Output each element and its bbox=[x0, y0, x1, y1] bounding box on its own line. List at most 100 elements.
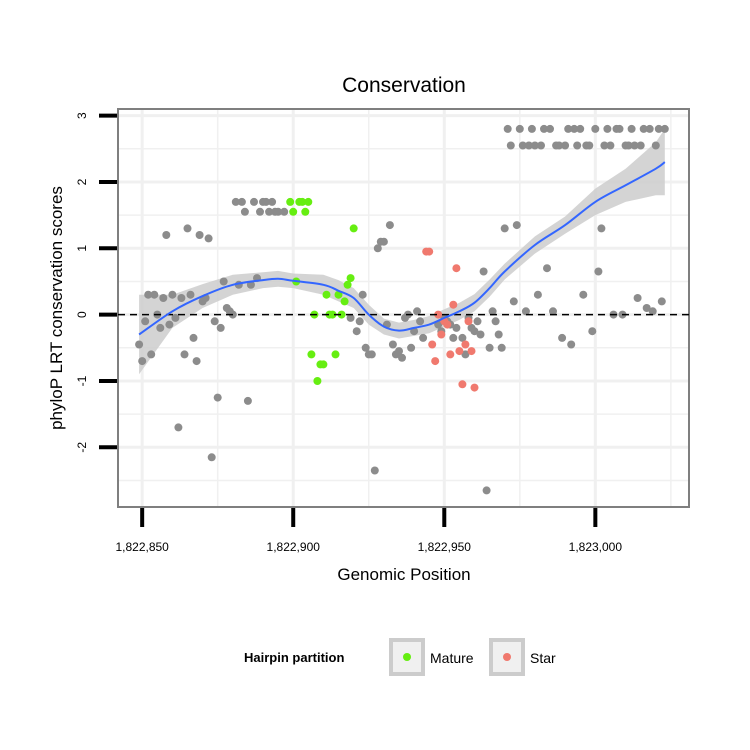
point-other bbox=[482, 486, 491, 495]
legend: Hairpin partition Mature Star bbox=[244, 638, 556, 676]
point-other bbox=[237, 197, 246, 206]
point-star bbox=[425, 247, 434, 256]
point-other bbox=[358, 290, 367, 299]
point-other bbox=[648, 307, 657, 316]
legend-dot-mature bbox=[403, 653, 411, 661]
point-other bbox=[352, 327, 361, 336]
point-other bbox=[615, 124, 624, 133]
point-other bbox=[561, 141, 570, 150]
point-other bbox=[642, 304, 651, 312]
y-tick-label: 3 bbox=[75, 112, 89, 119]
point-mature bbox=[301, 207, 310, 216]
point-other bbox=[256, 207, 264, 216]
point-mature bbox=[322, 290, 331, 299]
point-other bbox=[210, 317, 219, 326]
x-tick-label: 1,822,850 bbox=[115, 540, 169, 554]
point-star bbox=[452, 264, 461, 273]
smooth-trend-line bbox=[138, 161, 666, 336]
point-mature bbox=[328, 310, 337, 319]
point-other bbox=[603, 124, 612, 133]
point-other bbox=[585, 141, 594, 150]
point-other bbox=[461, 350, 470, 359]
point-other bbox=[606, 141, 615, 150]
point-other bbox=[361, 343, 370, 352]
point-other bbox=[147, 350, 156, 359]
data-points bbox=[135, 124, 669, 495]
y-axis-ticks: -2 -1 0 1 2 3 bbox=[75, 112, 117, 453]
point-other bbox=[192, 357, 201, 366]
point-mature bbox=[340, 297, 349, 306]
plot-background bbox=[117, 108, 690, 508]
point-other bbox=[195, 231, 204, 239]
point-other bbox=[150, 290, 159, 299]
point-mature bbox=[307, 350, 316, 359]
point-mature bbox=[313, 377, 322, 385]
legend-item-mature: Mature bbox=[389, 638, 474, 676]
point-other bbox=[570, 124, 579, 133]
point-other bbox=[262, 197, 270, 206]
point-other bbox=[527, 124, 536, 133]
point-other bbox=[512, 221, 521, 230]
point-star bbox=[467, 347, 476, 356]
point-mature bbox=[334, 290, 343, 299]
point-other bbox=[168, 290, 177, 299]
point-other bbox=[503, 124, 512, 133]
point-other bbox=[395, 347, 403, 356]
point-other bbox=[597, 224, 606, 233]
point-other bbox=[370, 466, 379, 475]
point-star bbox=[443, 320, 452, 329]
legend-label-mature: Mature bbox=[430, 650, 474, 666]
x-tick-label: 1,822,950 bbox=[418, 540, 472, 554]
point-other bbox=[624, 141, 633, 150]
legend-dot-star bbox=[503, 653, 511, 661]
y-tick-label: 1 bbox=[75, 245, 89, 252]
point-other bbox=[555, 141, 564, 150]
point-other bbox=[470, 327, 479, 336]
point-other bbox=[636, 141, 645, 150]
point-other bbox=[407, 343, 416, 352]
point-other bbox=[491, 317, 500, 326]
point-star bbox=[464, 317, 473, 326]
point-other bbox=[458, 333, 467, 342]
point-other bbox=[594, 267, 603, 276]
point-other bbox=[138, 357, 147, 366]
point-star bbox=[431, 357, 440, 366]
point-other bbox=[549, 307, 557, 316]
confidence-band bbox=[139, 128, 665, 375]
point-other bbox=[373, 244, 382, 253]
point-other bbox=[588, 327, 597, 336]
point-star bbox=[428, 340, 437, 349]
point-other bbox=[660, 124, 669, 133]
point-other bbox=[509, 297, 518, 306]
point-other bbox=[398, 353, 406, 362]
point-other bbox=[591, 124, 600, 133]
point-other bbox=[388, 340, 397, 349]
chart-title: Conservation bbox=[342, 74, 466, 97]
point-other bbox=[416, 317, 425, 326]
point-other bbox=[367, 350, 376, 359]
point-other bbox=[518, 141, 527, 150]
point-other bbox=[633, 294, 642, 302]
point-other bbox=[216, 323, 225, 332]
point-other bbox=[639, 124, 648, 133]
point-mature bbox=[337, 310, 346, 319]
legend-item-star: Star bbox=[489, 638, 556, 676]
point-star bbox=[446, 350, 455, 359]
point-other bbox=[177, 294, 186, 302]
point-star bbox=[461, 340, 470, 349]
point-mature bbox=[331, 350, 340, 359]
point-other bbox=[204, 234, 213, 243]
point-other bbox=[379, 237, 388, 246]
point-other bbox=[452, 323, 461, 332]
point-other bbox=[231, 197, 240, 206]
point-other bbox=[497, 343, 506, 352]
point-mature bbox=[343, 280, 352, 289]
point-other bbox=[515, 124, 524, 133]
smooth-curve bbox=[138, 161, 666, 336]
legend-label-star: Star bbox=[530, 650, 556, 666]
point-other bbox=[189, 333, 198, 342]
point-other bbox=[174, 423, 183, 432]
point-star bbox=[449, 300, 458, 309]
point-mature bbox=[304, 197, 313, 206]
